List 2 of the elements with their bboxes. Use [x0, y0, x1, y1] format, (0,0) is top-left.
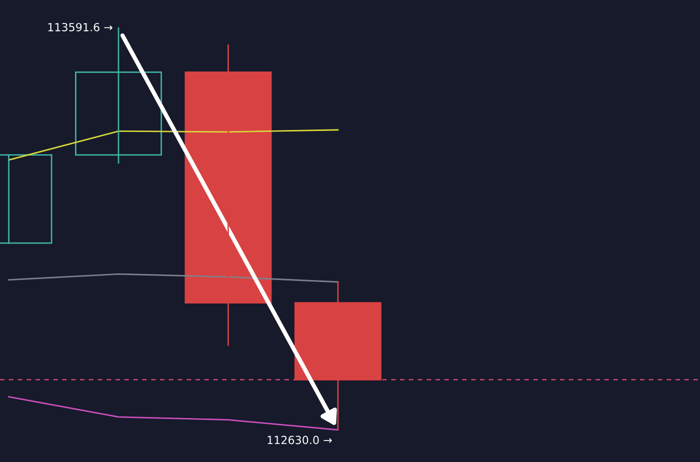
annotation: 113591.6 →: [48, 22, 112, 32]
annotation: 112630.0 →: [268, 436, 332, 444]
